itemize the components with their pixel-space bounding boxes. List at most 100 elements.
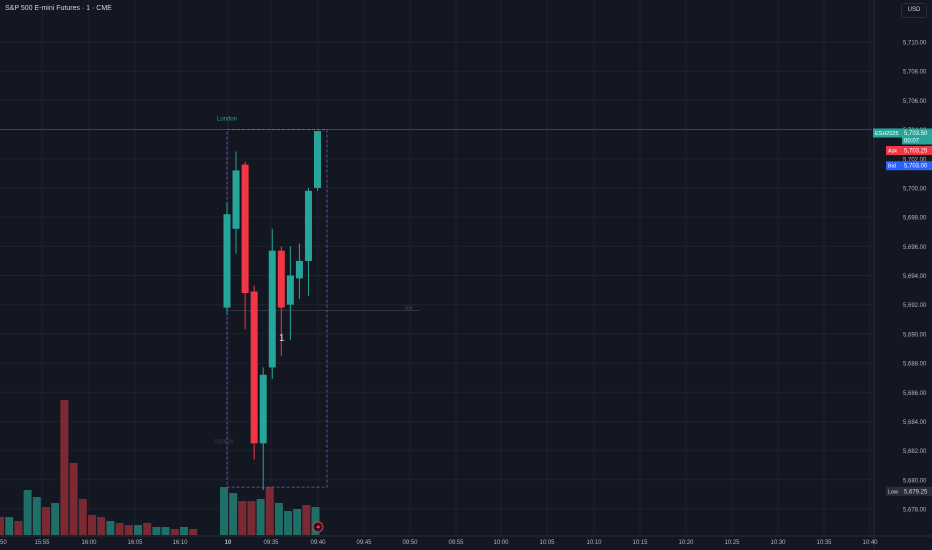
time-tick-label: 10:15: [632, 540, 648, 546]
candle-body: [304, 190, 312, 261]
volume-bar: [78, 499, 87, 535]
time-tick-label: 16:00: [81, 540, 97, 546]
volume-bar: [106, 521, 115, 535]
ask-price-tag: [902, 145, 932, 155]
candle-body: [268, 250, 276, 368]
time-tick-label: 10:35: [816, 540, 832, 546]
volume-bar: [238, 501, 247, 535]
candle-body: [223, 214, 231, 308]
price-tick-label: 5,692.00: [903, 303, 927, 309]
price-tick-label: 5,694.00: [903, 274, 927, 280]
session-label: London: [217, 117, 237, 123]
session-mid-label: AM: [405, 306, 413, 312]
volume-bar: [189, 529, 198, 535]
last-price-text: 5,703.50: [904, 131, 928, 137]
candle-body: [314, 131, 321, 188]
price-tick-label: 5,690.00: [903, 332, 927, 338]
candles: [223, 131, 321, 491]
last-symbol-tag: [873, 128, 902, 138]
volume-bar: [247, 501, 256, 535]
price-tick-label: 5,696.00: [903, 245, 927, 251]
volume-bar: [0, 517, 4, 535]
volume-bar: [170, 529, 179, 535]
ask-label-text: Ask: [888, 148, 897, 154]
bid-label-text: Bid: [888, 164, 896, 170]
volume-bar: [51, 503, 60, 535]
bid-price-tag: [902, 161, 932, 171]
volume-bar: [229, 493, 238, 535]
volume-bar: [23, 490, 32, 535]
price-tick-label: 5,710.00: [903, 41, 927, 47]
ask-label-tag: [886, 145, 902, 155]
price-tick-label: 5,682.00: [903, 449, 927, 455]
volume-bars: [0, 400, 320, 535]
time-tick-label: 09:50: [402, 540, 418, 546]
time-tick-label: 10:25: [724, 540, 740, 546]
currency-button[interactable]: USD: [901, 3, 927, 18]
ask-price-text: 5,703.25: [904, 148, 928, 154]
volume-bar: [42, 507, 50, 535]
price-tick-label: 5,702.00: [903, 157, 927, 163]
volume-bar: [161, 527, 170, 535]
last-price-tag: [902, 128, 932, 145]
price-axis[interactable]: 5,678.00 5,680.00 5,682.00 5,684.00 5,686.00…: [903, 41, 927, 514]
time-tick-label: 10:30: [770, 540, 786, 546]
countdown-text: 00:07: [904, 138, 920, 144]
time-tick-label: 10:40: [862, 540, 878, 546]
price-tick-label: 5,684.00: [903, 420, 927, 426]
volume-bar: [302, 505, 311, 535]
volume-bar: [284, 511, 293, 535]
price-tick-label: 5,678.00: [903, 508, 927, 514]
candle-body: [277, 250, 285, 308]
candle-body: [259, 374, 267, 444]
time-tick-label: 09:45: [356, 540, 372, 546]
volume-bar: [115, 523, 124, 535]
low-price-tag: [902, 486, 932, 496]
low-label-tag: [886, 486, 902, 496]
volume-bar: [293, 509, 302, 535]
time-tick-label: 09:40: [310, 540, 326, 546]
price-tick-label: 5,680.00: [903, 478, 927, 484]
volume-bar: [124, 525, 133, 535]
volume-bar: [88, 515, 96, 535]
bid-price-text: 5,703.00: [904, 164, 928, 170]
volume-bar: [274, 503, 283, 535]
volume-bar: [180, 527, 188, 535]
time-tick-label: 10:10: [586, 540, 602, 546]
time-tick-label: 09:55: [448, 540, 464, 546]
volume-bar: [5, 517, 14, 535]
price-tick-label: 5,706.00: [903, 99, 927, 105]
session-low-label: 5,679.25: [214, 439, 234, 445]
volume-bar: [69, 463, 78, 535]
volume-bar: [265, 487, 274, 535]
time-tick-label: 16:05: [127, 540, 143, 546]
chart-marker: 1: [279, 333, 285, 344]
time-tick-label: 16:10: [172, 540, 188, 546]
replay-badge[interactable]: [312, 521, 324, 533]
volume-bar: [256, 499, 265, 535]
time-axis[interactable]: 50 15:55 16:00 16:05 16:10 10 09:35 09:40 09:45 0…: [0, 540, 878, 546]
volume-bar: [134, 525, 142, 535]
time-tick-label: 10: [225, 540, 232, 546]
time-tick-label: 09:35: [263, 540, 279, 546]
price-tick-label: 5,700.00: [903, 186, 927, 192]
volume-bar: [220, 487, 228, 535]
volume-bar: [97, 517, 106, 535]
time-tick-label: 15:55: [34, 540, 50, 546]
candle-body: [232, 170, 240, 229]
price-tick-label: 5,698.00: [903, 216, 927, 222]
time-tick-label: 10:20: [678, 540, 694, 546]
price-tick-label: 5,708.00: [903, 70, 927, 76]
candle-body: [250, 291, 258, 444]
candle-body: [241, 164, 249, 294]
volume-bar: [143, 523, 152, 535]
time-tick-label: 10:05: [539, 540, 555, 546]
price-tick-label: 5,686.00: [903, 391, 927, 397]
last-symbol-text: ESH2025: [875, 131, 899, 137]
volume-bar: [60, 400, 69, 535]
low-price-text: 5,679.25: [904, 489, 928, 495]
time-tick-label: 10:00: [493, 540, 509, 546]
chart-title: S&P 500 E-mini Futures · 1 · CME: [5, 5, 112, 12]
